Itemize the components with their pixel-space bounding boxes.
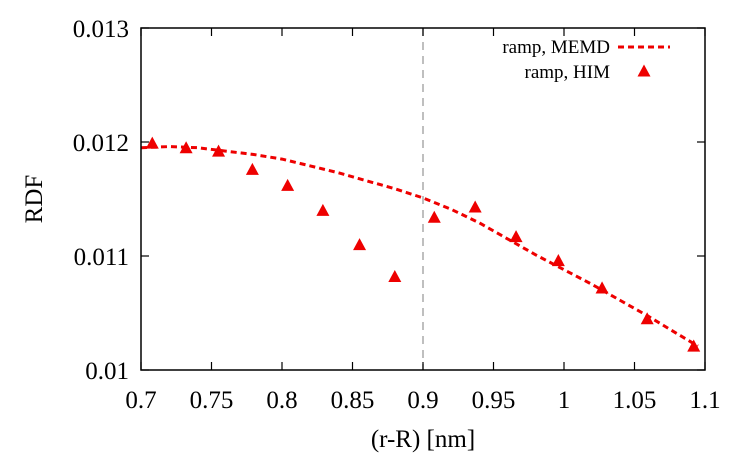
data-point <box>427 210 441 223</box>
legend-label: ramp, MEMD <box>502 37 610 58</box>
data-point <box>595 281 609 294</box>
data-point <box>281 178 295 191</box>
series-line-0 <box>140 145 699 348</box>
legend: ramp, MEMD ramp, HIM <box>502 37 670 83</box>
data-point <box>316 203 330 216</box>
x-tick-label: 1 <box>558 387 571 414</box>
y-tick-label: 0.011 <box>74 244 129 271</box>
legend-triangle-swatch <box>637 64 651 77</box>
data-point <box>468 200 482 213</box>
y-tick-label: 0.01 <box>85 358 129 385</box>
data-point <box>687 339 701 352</box>
x-tick-label: 0.9 <box>407 387 438 414</box>
data-point <box>212 144 226 157</box>
series-line-layer <box>140 145 699 348</box>
data-point <box>509 230 523 243</box>
data-point <box>353 238 367 251</box>
data-point <box>388 270 402 283</box>
x-ticks: 0.7 0.75 0.8 0.85 0.9 0.95 1 1.05 1.1 <box>125 28 721 414</box>
x-tick-label: 0.85 <box>331 387 375 414</box>
data-point <box>245 162 259 175</box>
y-ticks: 0.01 0.011 0.012 0.013 <box>73 16 705 385</box>
x-tick-label: 0.8 <box>266 387 297 414</box>
y-tick-label: 0.012 <box>73 130 129 157</box>
x-tick-label: 0.95 <box>472 387 516 414</box>
legend-label: ramp, HIM <box>525 62 611 83</box>
data-point <box>179 141 193 154</box>
y-tick-label: 0.013 <box>73 16 129 43</box>
data-point <box>551 254 565 267</box>
x-tick-label: 1.1 <box>689 387 720 414</box>
data-point <box>640 312 654 325</box>
series-points-layer <box>145 136 701 352</box>
data-point <box>145 136 159 149</box>
x-axis-label: (r-R) [nm] <box>371 426 475 453</box>
x-tick-label: 0.7 <box>125 387 156 414</box>
x-tick-label: 1.05 <box>613 387 657 414</box>
y-axis-label: RDF <box>21 175 48 224</box>
x-tick-label: 0.75 <box>190 387 234 414</box>
